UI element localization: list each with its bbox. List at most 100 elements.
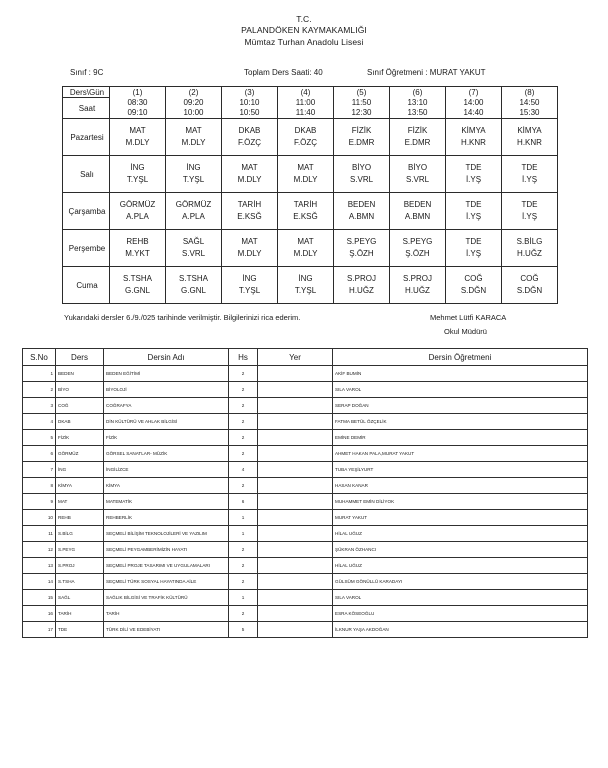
lesson-code: TDE xyxy=(55,621,104,638)
table-row[interactable]: 2 BİYO BİYOLOJİ 2 SILA VAROL xyxy=(22,381,588,398)
signer-name: Mehmet Lütfi KARACA xyxy=(430,313,507,322)
lesson-code: S.BİLG xyxy=(55,525,104,542)
period-number-5: (5) xyxy=(333,86,390,98)
table-row[interactable]: 9 MAT MATEMATİK 6 MUHAMMET EMİN DİLİYOK xyxy=(22,493,588,510)
lesson-subject: S.PROJ xyxy=(403,274,432,283)
table-row[interactable]: 14 S.TSHA SEÇMELİ TÜRK SOSYAL HAYATINDA Aİ… xyxy=(22,573,588,590)
lesson-name: TARİH xyxy=(103,605,229,622)
timetable-cell[interactable]: İNG T.YŞL xyxy=(277,266,334,304)
timetable-cell[interactable]: GÖRMÜZ A.PLA xyxy=(165,192,222,230)
timetable-cell[interactable]: İNG T.YŞL xyxy=(165,155,222,193)
timetable-cell[interactable]: S.PROJ H.UĞZ xyxy=(333,266,390,304)
timetable-cell[interactable]: MAT M.DLY xyxy=(221,229,278,267)
timetable-cell[interactable]: BEDEN A.BMN xyxy=(389,192,446,230)
table-row[interactable]: 1 BEDEN BEDEN EĞİTİMİ 2 AKİF BUMİN xyxy=(22,365,588,382)
lesson-code: COĞ xyxy=(55,397,104,414)
lesson-name: DİN KÜLTÜRÜ VE AHLAK BİLGİSİ xyxy=(103,413,229,430)
lesson-code: FİZİK xyxy=(55,429,104,446)
table-row[interactable]: 12 S.PEYG SEÇMELİ PEYGAMBERİMİZİN HAYATI 2 Ş… xyxy=(22,541,588,558)
table-row[interactable]: 11 S.BİLG SEÇMELİ BİLİŞİM TEKNOLOJİLERİ VE… xyxy=(22,525,588,542)
timetable-cell[interactable]: S.PROJ H.UĞZ xyxy=(389,266,446,304)
period-end: 11:40 xyxy=(295,107,316,117)
timetable-cell[interactable]: KİMYA H.KNR xyxy=(445,118,502,156)
table-row[interactable]: 3 COĞ COĞRAFYA 2 SERAP DOĞAN xyxy=(22,397,588,414)
timetable-cell[interactable]: S.BİLG H.UĞZ xyxy=(501,229,558,267)
lesson-teacher: TUBA YEŞİLYURT xyxy=(332,461,588,478)
lesson-subject: TDE xyxy=(465,163,482,172)
lesson-teacher-code: M.DLY xyxy=(181,138,206,147)
timetable-cell[interactable]: MAT M.DLY xyxy=(109,118,166,156)
timetable-cell[interactable]: S.TSHA G.GNL xyxy=(165,266,222,304)
timetable-cell[interactable]: TDE İ.YŞ xyxy=(501,155,558,193)
timetable-cell[interactable]: TDE İ.YŞ xyxy=(501,192,558,230)
timetable-header-row-times: Saat 08:30 09:10 09:20 10:00 10:10 10:50 11:00 1… xyxy=(62,97,558,119)
timetable-cell[interactable]: DKAB F.ÖZÇ xyxy=(277,118,334,156)
lesson-code: S.PEYG xyxy=(55,541,104,558)
period-end: 09:10 xyxy=(127,107,148,117)
lesson-room xyxy=(257,381,333,398)
timetable-cell[interactable]: S.PEYG Ş.ÖZH xyxy=(389,229,446,267)
table-row[interactable]: 7 İNG İNGİLİZCE 4 TUBA YEŞİLYURT xyxy=(22,461,588,478)
period-number-3: (3) xyxy=(221,86,278,98)
lesson-hours: 2 xyxy=(228,445,258,462)
lesson-hours: 5 xyxy=(228,621,258,638)
timetable-cell[interactable]: BİYO S.VRL xyxy=(389,155,446,193)
timetable-cell[interactable]: BEDEN A.BMN xyxy=(333,192,390,230)
timetable-cell[interactable]: BİYO S.VRL xyxy=(333,155,390,193)
timetable-cell[interactable]: DKAB F.ÖZÇ xyxy=(221,118,278,156)
table-row[interactable]: 15 SAĞL SAĞLIK BİLGİSİ VE TRAFİK KÜLTÜRÜ 1 S… xyxy=(22,589,588,606)
timetable-cell[interactable]: FİZİK E.DMR xyxy=(333,118,390,156)
timetable-cell[interactable]: TARİH E.KSĞ xyxy=(277,192,334,230)
timetable-cell[interactable]: COĞ S.DĞN xyxy=(445,266,502,304)
lesson-subject: TDE xyxy=(465,200,482,209)
lesson-teacher: SERAP DOĞAN xyxy=(332,397,588,414)
timetable-cell[interactable]: MAT M.DLY xyxy=(221,155,278,193)
timetable-corner-saat: Saat xyxy=(62,97,110,119)
timetable-cell[interactable]: FİZİK E.DMR xyxy=(389,118,446,156)
table-row[interactable]: 10 REHB REHBERLİK 1 MURAT YAKUT xyxy=(22,509,588,526)
timetable-cell[interactable]: MAT M.DLY xyxy=(277,155,334,193)
table-row[interactable]: 13 S.PROJ SEÇMELİ PROJE TASARIMI VE UYGULA… xyxy=(22,557,588,574)
lesson-code: S.TSHA xyxy=(55,573,104,590)
col-header-sno: S.No xyxy=(22,348,56,366)
lesson-teacher-code: T.YŞL xyxy=(126,175,149,184)
timetable-cell[interactable]: TDE İ.YŞ xyxy=(445,229,502,267)
timetable-cell[interactable]: GÖRMÜZ A.PLA xyxy=(109,192,166,230)
table-row[interactable]: 17 TDE TÜRK DİLİ VE EDEBİYATI 5 İLKNUR YAŞA … xyxy=(22,621,588,638)
timetable-cell[interactable]: İNG T.YŞL xyxy=(109,155,166,193)
lesson-code: S.PROJ xyxy=(55,557,104,574)
timetable-cell[interactable]: SAĞL S.VRL xyxy=(165,229,222,267)
table-row[interactable]: 16 TARİH TARİH 2 ESRA KÖSEOĞLU xyxy=(22,605,588,622)
header-authority: PALANDÖKEN KAYMAKAMLIĞI xyxy=(241,25,367,36)
timetable-cell[interactable]: TDE İ.YŞ xyxy=(445,155,502,193)
lesson-subject: TARİH xyxy=(237,200,262,209)
day-label-cuma: Cuma xyxy=(62,266,110,304)
timetable-cell[interactable]: KİMYA H.KNR xyxy=(501,118,558,156)
table-row[interactable]: 6 GÖRMÜZ GÖRSEL SANATLAR- MÜZİK 2 AHMET HAKA… xyxy=(22,445,588,462)
lesson-teacher-code: İ.YŞ xyxy=(465,212,482,221)
lesson-teacher: HİLAL UĞUZ xyxy=(332,525,588,542)
lesson-no: 10 xyxy=(22,509,56,526)
table-row[interactable]: 5 FİZİK FİZİK 2 EMİNE DEMİR xyxy=(22,429,588,446)
timetable-cell[interactable]: S.PEYG Ş.ÖZH xyxy=(333,229,390,267)
timetable-cell[interactable]: S.TSHA G.GNL xyxy=(109,266,166,304)
timetable-cell[interactable]: TDE İ.YŞ xyxy=(445,192,502,230)
timetable-header-row-numbers: Ders\Gün (1) (2) (3) (4) (5) (6) (7) (8) xyxy=(62,86,558,98)
table-row[interactable]: 4 DKAB DİN KÜLTÜRÜ VE AHLAK BİLGİSİ 2 FATMA … xyxy=(22,413,588,430)
timetable-cell[interactable]: MAT M.DLY xyxy=(165,118,222,156)
period-start: 14:50 xyxy=(519,97,540,107)
period-start: 13:10 xyxy=(407,97,428,107)
lessons-table: S.No Ders Dersin Adı Hs Yer Dersin Öğret… xyxy=(22,348,588,638)
timetable-cell[interactable]: İNG T.YŞL xyxy=(221,266,278,304)
timetable-cell[interactable]: TARİH E.KSĞ xyxy=(221,192,278,230)
timetable-cell[interactable]: REHB M.YKT xyxy=(109,229,166,267)
lesson-subject: S.PEYG xyxy=(402,237,433,246)
lesson-room xyxy=(257,445,333,462)
timetable-cell[interactable]: MAT M.DLY xyxy=(277,229,334,267)
table-row[interactable]: 8 KİMYA KİMYA 2 HASAN KANAR xyxy=(22,477,588,494)
timetable-cell[interactable]: COĞ S.DĞN xyxy=(501,266,558,304)
lesson-room xyxy=(257,477,333,494)
lesson-subject: COĞ xyxy=(464,274,483,283)
lesson-teacher-code: Ş.ÖZH xyxy=(349,249,374,258)
lesson-name: TÜRK DİLİ VE EDEBİYATI xyxy=(103,621,229,638)
